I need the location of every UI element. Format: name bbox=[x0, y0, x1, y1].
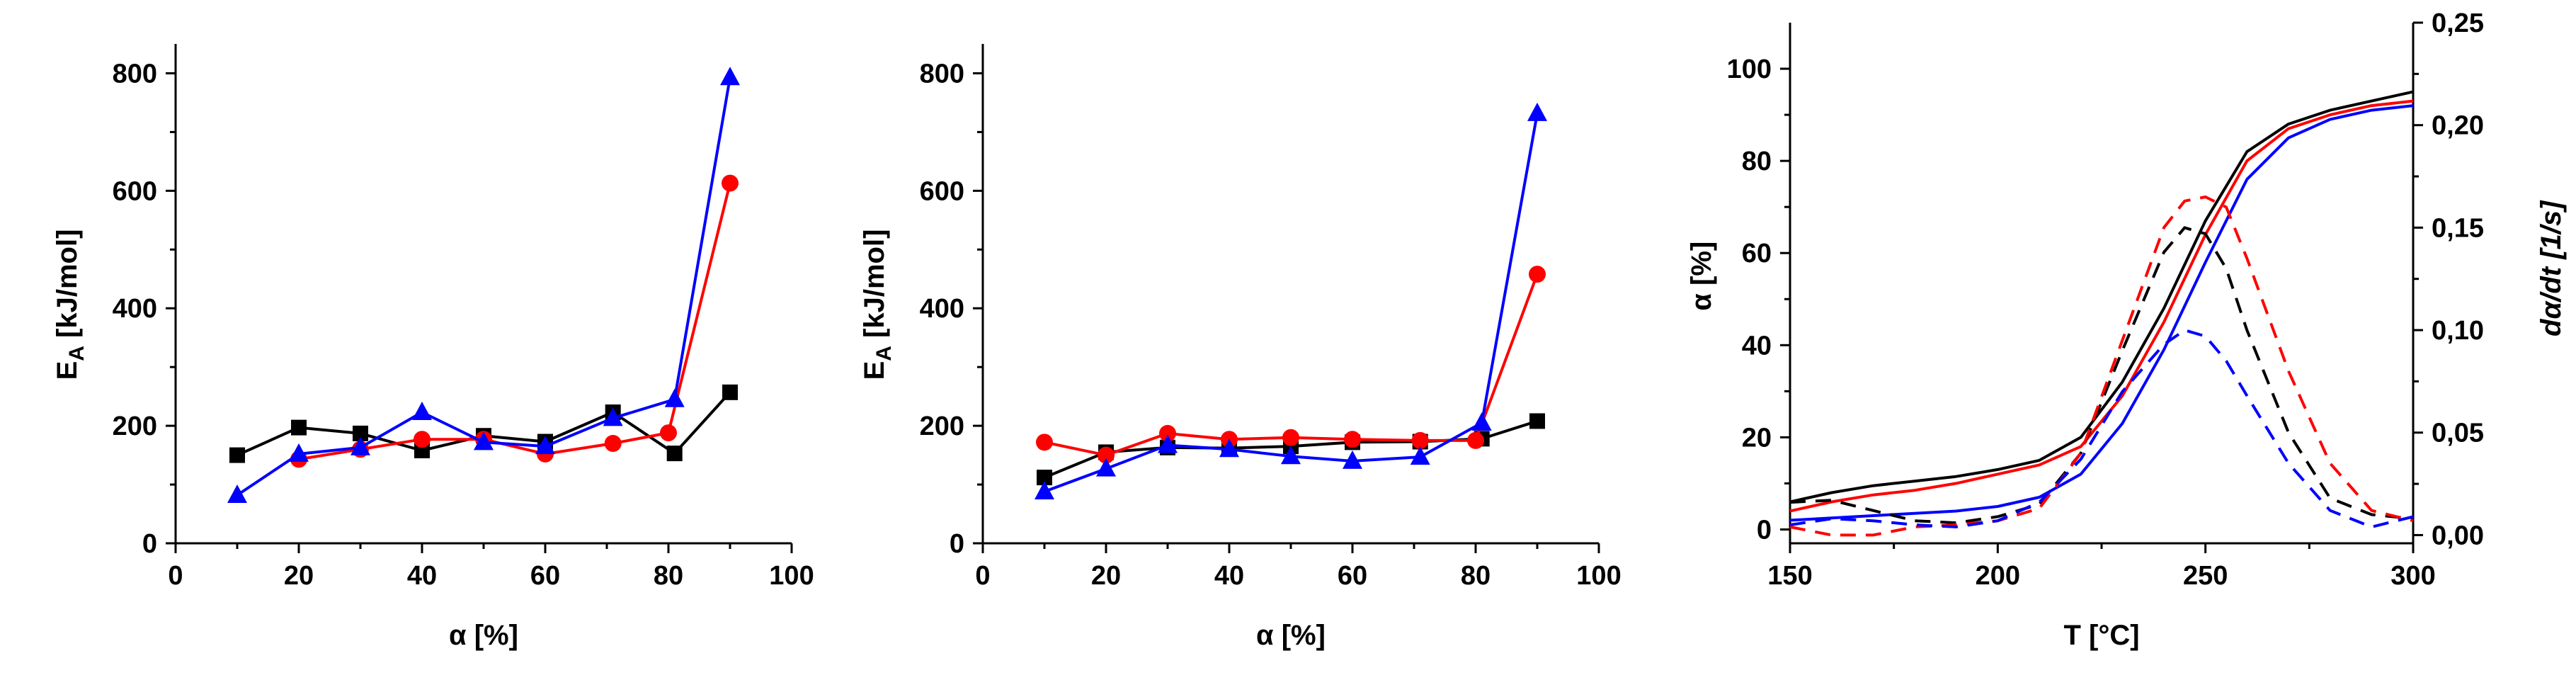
series-blue-point bbox=[1158, 434, 1178, 453]
y-tick-label: 200 bbox=[113, 412, 157, 441]
x-axis-title: α [%] bbox=[449, 620, 518, 651]
panel-activation-energy-middle: 0 20 40 60 80 100 0 200 400 600 800 α [%] EA [kJ/mol… bbox=[859, 44, 1622, 651]
y2-tick-label: 0,10 bbox=[2432, 316, 2484, 346]
y-tick-label: 400 bbox=[920, 294, 964, 324]
y-tick-label: 100 bbox=[1727, 55, 1772, 84]
series-black-point bbox=[1529, 413, 1545, 429]
series-blue-point bbox=[289, 443, 309, 462]
x-tick-label: 80 bbox=[1461, 561, 1491, 591]
x-tick-label: 40 bbox=[407, 561, 437, 591]
y-axis-title-main: E bbox=[52, 361, 83, 380]
series-blue-point bbox=[1219, 438, 1239, 458]
x-tick-label: 20 bbox=[284, 561, 314, 591]
x-tick-label: 200 bbox=[1976, 561, 2020, 591]
x-tick-label: 250 bbox=[2183, 561, 2228, 591]
y-tick-label: 200 bbox=[920, 412, 964, 441]
series-black-point bbox=[291, 419, 307, 436]
series-red-point bbox=[1411, 431, 1429, 449]
x-tick-label: 40 bbox=[1214, 561, 1244, 591]
series-red-point bbox=[604, 435, 622, 452]
y-axis-title-main: E bbox=[859, 361, 890, 380]
series-blue-point bbox=[1281, 446, 1301, 465]
series-blue-point bbox=[535, 436, 555, 455]
y-tick-label: 60 bbox=[1742, 239, 1772, 268]
x-tick-label: 20 bbox=[1091, 561, 1121, 591]
series-black-point bbox=[353, 425, 368, 441]
series-blue-point bbox=[227, 484, 247, 503]
series-black-point bbox=[1037, 470, 1052, 486]
series-black-point bbox=[722, 384, 738, 400]
x-tick-label: 0 bbox=[975, 561, 990, 591]
series-black-conversion-line bbox=[1789, 90, 2414, 504]
series-red-point bbox=[1529, 266, 1546, 283]
y-tick-label: 80 bbox=[1742, 147, 1772, 176]
y-axis-title-unit: [kJ/mol] bbox=[52, 230, 83, 346]
y2-tick-label: 0,00 bbox=[2432, 521, 2484, 550]
y2-axis-title: dα/dt [1/s] bbox=[2536, 200, 2567, 336]
series-red-point bbox=[1467, 431, 1484, 449]
y-tick-label: 600 bbox=[920, 176, 964, 206]
series-red-point bbox=[1036, 434, 1053, 451]
y-tick-label: 800 bbox=[920, 59, 964, 89]
series-blue-point bbox=[412, 402, 432, 421]
series-blue-point bbox=[1035, 481, 1054, 500]
series-red-point bbox=[722, 174, 739, 192]
x-tick-label: 80 bbox=[654, 561, 683, 591]
y-tick-label: 0 bbox=[142, 529, 157, 559]
series-red-point bbox=[1159, 424, 1176, 442]
series-blue-point bbox=[1471, 412, 1492, 431]
panel-conversion-temperature: 150 200 250 300 0 20 40 60 80 100 0,00 0,05 0,10 0,15… bbox=[1686, 8, 2567, 651]
x-axis-title: α [%] bbox=[1256, 620, 1326, 651]
y-axis-title: α [%] bbox=[1686, 242, 1717, 311]
series-blue-point bbox=[1410, 446, 1430, 465]
series-blue-conversion-line bbox=[1789, 104, 2414, 522]
panel-activation-energy-left: 0 20 40 60 80 100 0 200 400 600 800 α [%] EA [kJ/mol… bbox=[52, 44, 814, 651]
y-axis-title-subscript: A bbox=[872, 346, 896, 361]
y-axis-title: EA [kJ/mol] bbox=[52, 230, 89, 380]
series-blue-point bbox=[474, 431, 494, 450]
y-axis-title-subscript: A bbox=[65, 346, 89, 361]
y-tick-label: 40 bbox=[1742, 331, 1772, 361]
series-red-line bbox=[1044, 273, 1539, 457]
series-black-rate-line bbox=[1789, 226, 2414, 525]
series-red-point bbox=[1282, 429, 1299, 446]
series-red-line bbox=[298, 183, 731, 461]
series-blue-point bbox=[603, 407, 623, 426]
series-blue-rate-line bbox=[1789, 329, 2414, 528]
y-tick-label: 20 bbox=[1742, 423, 1772, 453]
series-blue-point bbox=[351, 436, 370, 455]
x-axis-title: T [°C] bbox=[2063, 620, 2139, 651]
y-axis-title: EA [kJ/mol] bbox=[859, 230, 896, 380]
x-tick-label: 60 bbox=[530, 561, 560, 591]
series-red-conversion-line bbox=[1789, 99, 2414, 513]
series-blue-point bbox=[1527, 102, 1547, 121]
y2-tick-label: 0,25 bbox=[2432, 8, 2484, 38]
y-tick-label: 600 bbox=[113, 176, 157, 206]
series-red-point bbox=[660, 424, 677, 442]
y-axis-title-unit: [kJ/mol] bbox=[859, 230, 890, 346]
x-tick-label: 150 bbox=[1767, 561, 1812, 591]
x-tick-label: 0 bbox=[168, 561, 183, 591]
series-black-point bbox=[229, 447, 245, 463]
series-blue-point bbox=[1096, 458, 1116, 477]
series-black-point bbox=[666, 446, 683, 462]
series-red-point bbox=[414, 431, 431, 448]
series-red-point bbox=[1344, 431, 1361, 448]
series-blue-point bbox=[720, 67, 740, 86]
series-red-point bbox=[1098, 446, 1115, 464]
y-tick-label: 400 bbox=[113, 294, 157, 324]
y-tick-label: 0 bbox=[1757, 515, 1772, 545]
x-tick-label: 300 bbox=[2390, 561, 2435, 591]
x-tick-label: 100 bbox=[769, 561, 814, 591]
y-tick-label: 800 bbox=[113, 59, 157, 89]
series-blue-point bbox=[664, 388, 685, 407]
y2-tick-label: 0,15 bbox=[2432, 213, 2484, 243]
x-tick-label: 60 bbox=[1338, 561, 1367, 591]
x-tick-label: 100 bbox=[1576, 561, 1621, 591]
y2-tick-label: 0,20 bbox=[2432, 111, 2484, 141]
series-blue-point bbox=[1343, 450, 1362, 469]
y2-tick-label: 0,05 bbox=[2432, 419, 2484, 448]
y-tick-label: 0 bbox=[950, 529, 964, 559]
